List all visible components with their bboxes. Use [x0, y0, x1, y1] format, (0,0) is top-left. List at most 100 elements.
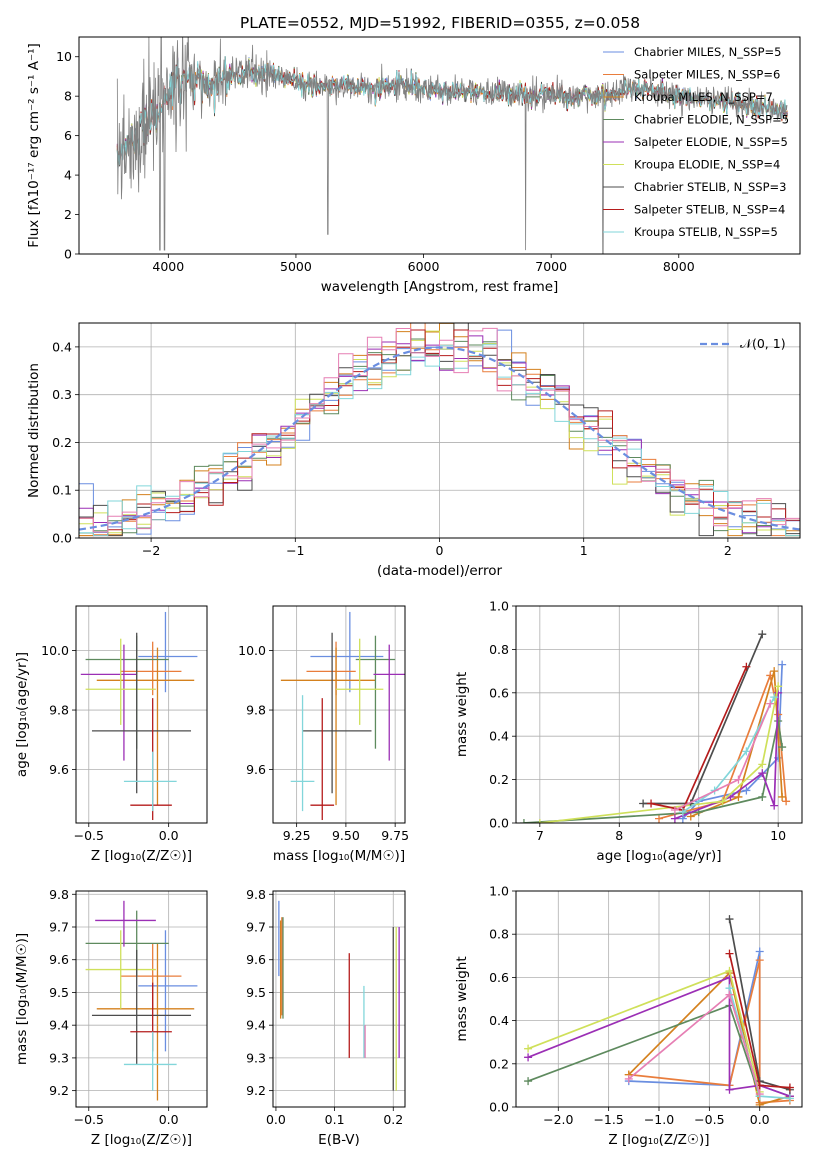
weight-marker: [725, 990, 734, 999]
y-tick-label: 0.8: [489, 927, 509, 942]
panel-mass-vs-ebv: 0.0 0.1 0.2 9.2 9.3 9.4 9.5 9.6 9.7 9.8 E(B-V): [246, 887, 406, 1148]
weight-marker: [782, 797, 791, 806]
weight-marker: [778, 743, 787, 752]
weight-series-line: [690, 670, 783, 818]
weight-marker: [785, 1083, 794, 1092]
data-point: [85, 930, 156, 1009]
weight-marker: [742, 662, 751, 671]
y-tick-label: 6: [64, 128, 72, 143]
axes-frame: [75, 605, 208, 824]
y-tick-label: 9.4: [246, 1018, 266, 1033]
x-tick-label: 0.0: [750, 1112, 770, 1127]
legend-label: Chabrier MILES, N_SSP=5: [634, 45, 781, 59]
weight-marker: [725, 966, 734, 975]
y-tick-label: 0.2: [489, 1056, 509, 1071]
y-tick-label: 9.2: [246, 1083, 266, 1098]
panel-age-vs-mass: 9.25 9.50 9.75 9.6 9.8 10.0 mass [log₁₀(M/M☉)]: [238, 605, 409, 864]
data-point: [120, 641, 182, 696]
weight-marker: [742, 747, 751, 756]
data-point: [91, 949, 192, 1065]
data-point: [336, 638, 384, 725]
weight-marker: [624, 1074, 633, 1083]
axes-frame: [78, 322, 801, 539]
weight-marker: [519, 819, 528, 823]
weight-marker: [778, 792, 787, 801]
grid-mass-vs-Z: [76, 891, 207, 1107]
axes-frame: [515, 890, 803, 1108]
x-tick-label: 0: [436, 543, 444, 558]
y-axis-label: Normed distribution: [26, 363, 42, 498]
data-point: [138, 611, 198, 693]
normal-curve: [79, 346, 800, 531]
x-axis-label: mass [log₁₀(M/M☉)]: [273, 848, 405, 864]
x-axis-label: E(B-V): [318, 1132, 360, 1148]
axes-frame: [272, 605, 406, 824]
x-tick-label: 7: [536, 828, 544, 843]
weight-marker: [770, 667, 779, 676]
x-tick-label: −1: [286, 543, 304, 558]
y-tick-label: 0.4: [489, 1013, 509, 1028]
y-tick-label: 9.6: [246, 762, 266, 777]
y-tick-label: 4: [64, 168, 72, 183]
weight-marker: [742, 786, 751, 795]
panel-mass-vs-Z: −0.5 0.0 9.2 9.3 9.4 9.5 9.6 9.7 9.8 Z [log₁₀(Z/Z…: [14, 887, 208, 1148]
y-tick-label: 0.2: [489, 772, 509, 787]
weight-marker: [725, 949, 734, 958]
x-tick-label: 6000: [408, 259, 440, 274]
weight-marker: [686, 812, 695, 821]
weight-marker: [785, 1094, 794, 1103]
x-tick-label: 0.0: [159, 1112, 179, 1127]
weight-marker: [725, 1085, 734, 1094]
y-tick-label: 9.8: [49, 703, 69, 718]
x-tick-label: 9.50: [332, 828, 360, 843]
y-tick-label: 9.2: [49, 1083, 69, 1098]
y-tick-label: 0.6: [489, 970, 509, 985]
y-tick-label: 9.6: [49, 762, 69, 777]
y-tick-label: 10.0: [41, 643, 69, 658]
weight-marker: [758, 792, 767, 801]
x-tick-label: −0.5: [74, 1112, 104, 1127]
data-point: [123, 1031, 177, 1091]
plot-weight-vs-Z: [524, 915, 794, 1107]
x-tick-label: 9.75: [381, 828, 409, 843]
weight-marker: [770, 801, 779, 810]
y-tick-label: 9.7: [49, 920, 69, 935]
data-point: [355, 635, 396, 749]
x-axis-label: (data-model)/error: [377, 563, 503, 579]
y-tick-label: 9.6: [246, 952, 266, 967]
x-tick-label: 1: [580, 543, 588, 558]
weight-marker: [670, 814, 679, 823]
grid-age-vs-mass: [273, 606, 405, 823]
axes-frame: [78, 36, 801, 255]
weight-marker: [770, 693, 779, 702]
y-axis-label: age [log₁₀(age/yr)]: [14, 652, 30, 777]
weight-marker: [655, 814, 663, 823]
weight-marker: [758, 760, 767, 769]
y-axis-label: mass [log₁₀(M/M☉)]: [14, 933, 30, 1065]
x-tick-label: 9: [695, 828, 703, 843]
plot-age-vs-Z: [80, 611, 198, 821]
grid-weight-vs-age: [516, 605, 802, 824]
weight-marker: [535, 819, 544, 823]
data-point: [85, 638, 156, 725]
y-tick-label: 9.5: [49, 985, 69, 1000]
panel-residuals: −2 −1 0 1 2 0.0 0.1 0.2 0.3 0.4 (data-model)/error…: [26, 322, 801, 579]
weight-marker: [670, 805, 679, 814]
y-tick-label: 9.5: [246, 985, 266, 1000]
plot-spectrum: [116, 37, 788, 254]
weight-marker: [755, 1090, 764, 1099]
y-tick-label: 2: [64, 207, 72, 222]
y-tick-label: 0.2: [52, 435, 72, 450]
x-axis-label: Z [log₁₀(Z/Z☉)]: [608, 1132, 709, 1148]
weight-marker: [734, 775, 743, 784]
y-tick-label: 0.6: [489, 685, 509, 700]
panel-weight-vs-age: 7 8 9 10 0.0 0.2 0.4 0.6 0.8 1.0 age [log₁₀(age/yr…: [454, 599, 803, 864]
y-tick-label: 9.8: [246, 703, 266, 718]
y-tick-label: 0: [64, 247, 72, 262]
histogram-series: [79, 323, 800, 537]
y-axis-label: mass weight: [454, 956, 470, 1041]
histogram-series: [79, 327, 800, 533]
weight-series-line: [539, 686, 780, 823]
data-point: [123, 751, 177, 812]
x-axis-label: Z [log₁₀(Z/Z☉)]: [91, 1132, 192, 1148]
